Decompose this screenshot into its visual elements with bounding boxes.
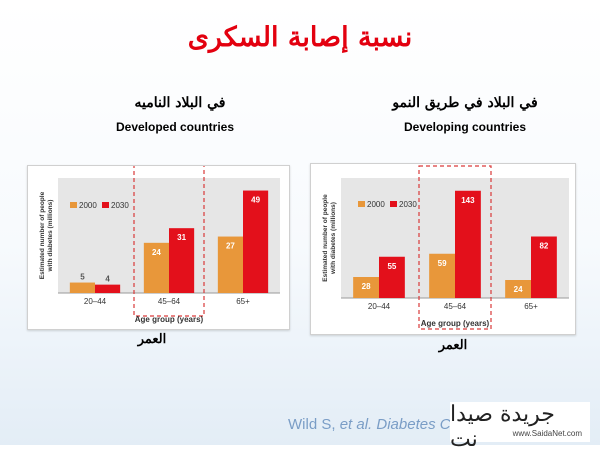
y-axis-label-line2: with diabetes (millions): [47, 200, 54, 273]
bar-label-2000-20–44: 5: [80, 273, 85, 282]
bar-label-2030-45–64: 31: [177, 233, 186, 242]
y-axis-label-line2: with diabetes (millions): [330, 202, 337, 275]
developed-heading-en: Developed countries: [115, 120, 235, 134]
citation: Wild S, et al. Diabetes C: [288, 416, 451, 433]
bar-label-2000-65+: 24: [514, 285, 523, 294]
legend-label-2000: 2000: [367, 200, 385, 209]
y-axis-label-line1: Estimated number of people: [322, 194, 329, 282]
developed-chart: 5 4 20–44 24 31 45–64 27 49 65+ Age group (years)…: [27, 165, 290, 330]
bar-label-2030-20–44: 4: [105, 275, 110, 284]
x-tick-20–44: 20–44: [84, 297, 107, 306]
highlight-box: [418, 165, 492, 330]
developing-heading-en: Developing countries: [403, 120, 527, 134]
legend-swatch-2030: [390, 201, 397, 207]
developing-heading-ar: في البلاد في طريق النمو: [392, 95, 538, 111]
citation-author: Wild S,: [288, 416, 340, 433]
legend-swatch-2000: [70, 202, 77, 208]
bar-2000-65+: [505, 280, 531, 298]
legend-swatch-2030: [102, 202, 109, 208]
bar-2000-45–64: [429, 253, 455, 298]
x-tick-20–44: 20–44: [368, 302, 391, 311]
developed-heading-ar: في البلاد الناميه: [134, 95, 226, 111]
watermark-url: www.SaidaNet.com: [512, 429, 582, 438]
bar-label-2000-65+: 27: [226, 242, 235, 251]
bar-label-2000-45–64: 24: [152, 248, 161, 257]
bar-2000-20–44: [353, 277, 379, 298]
bar-label-2030-45–64: 143: [461, 196, 475, 205]
bar-2000-45–64: [143, 242, 169, 293]
bar-2030-65+: [243, 190, 269, 293]
bar-2000-20–44: [69, 282, 95, 293]
citation-journal: et al. Diabetes C: [339, 416, 451, 433]
bar-label-2030-65+: 82: [539, 242, 548, 251]
watermark-text: جريدة صيدا نت: [450, 402, 555, 452]
legend-label-2030: 2030: [111, 201, 129, 210]
x-tick-45–64: 45–64: [158, 297, 181, 306]
bar-2000-65+: [217, 236, 243, 293]
slide-title: نسبة إصابة السكرى: [187, 22, 413, 53]
bar-label-2000-45–64: 59: [438, 259, 447, 268]
x-axis-label: Age group (years): [421, 319, 490, 328]
legend-label-2000: 2000: [79, 201, 97, 210]
x-tick-65+: 65+: [524, 302, 538, 311]
bar-2030-65+: [531, 236, 557, 298]
x-tick-65+: 65+: [236, 297, 250, 306]
bar-label-2000-20–44: 28: [362, 282, 371, 291]
bar-2030-45–64: [169, 228, 195, 293]
developing-chart: 28 55 20–44 59 143 45–64 24 82 65+ Age group (yea…: [310, 163, 576, 335]
legend-swatch-2000: [358, 201, 365, 207]
x-axis-label: Age group (years): [135, 315, 204, 324]
bar-2030-20–44: [379, 256, 405, 298]
y-axis-label-line1: Estimated number of people: [39, 191, 46, 279]
bar-2030-20–44: [95, 284, 121, 293]
bar-label-2030-20–44: 55: [387, 262, 396, 271]
bar-label-2030-65+: 49: [251, 196, 260, 205]
watermark: جريدة صيدا نت www.SaidaNet.com: [450, 402, 590, 452]
developed-chart-svg: 5 4 20–44 24 31 45–64 27 49 65+ Age group (years)…: [39, 166, 280, 324]
developing-age-label-ar: العمر: [438, 338, 468, 353]
developing-chart-svg: 28 55 20–44 59 143 45–64 24 82 65+ Age group (yea…: [322, 165, 569, 330]
bar-2030-45–64: [455, 190, 481, 298]
developed-age-label-ar: العمر: [137, 332, 167, 347]
legend-label-2030: 2030: [399, 200, 417, 209]
x-tick-45–64: 45–64: [444, 302, 467, 311]
